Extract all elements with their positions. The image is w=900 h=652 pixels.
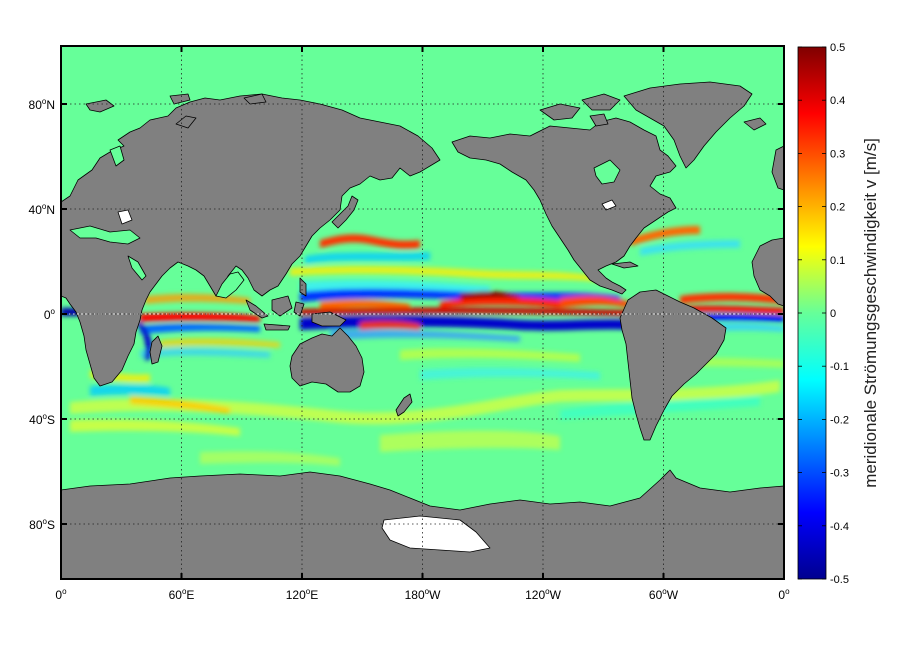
colorbar-tick-label: -0.2 <box>830 414 849 426</box>
land-novaya-zemlya <box>169 93 191 105</box>
colorbar-tick-label: -0.4 <box>830 521 849 533</box>
caspian-sea <box>117 209 133 225</box>
land-iceland <box>743 117 767 131</box>
x-tick-label: 180oW <box>405 587 441 602</box>
x-tick-label: 0o <box>778 587 790 602</box>
velocity-band <box>140 347 270 358</box>
velocity-band <box>360 320 420 330</box>
x-tick-label: 0o <box>55 587 67 602</box>
velocity-band <box>630 226 700 246</box>
velocity-band <box>330 329 520 342</box>
colorbar-tick-label: -0.1 <box>830 361 849 373</box>
colorbar-tick-label: 0.2 <box>830 202 845 214</box>
colorbar-tick-label: 0 <box>830 308 836 320</box>
land-cuba <box>611 261 639 269</box>
colorbar-tick-label: 0.4 <box>830 95 845 107</box>
land-canadian-archipelago <box>581 93 621 111</box>
arabian-gap <box>127 255 147 281</box>
velocity-band <box>90 384 170 396</box>
velocity-band <box>320 234 420 249</box>
x-axis: 0o 60oE 120oE 180oW 120oW 60oW 0o <box>55 46 790 602</box>
velocity-band <box>300 280 490 294</box>
land-philippines <box>299 277 307 297</box>
land-eurasia-africa <box>61 93 441 387</box>
land-new-zealand <box>395 393 413 417</box>
land-africa-east-edge <box>751 237 784 307</box>
land-canadian-archipelago <box>589 113 609 127</box>
land-canadian-archipelago <box>539 103 581 121</box>
velocity-field <box>61 226 784 466</box>
colorbar: 0.5 0.4 0.3 0.2 0.1 0 -0.1 -0.2 -0.3 -0.4 -0.5 mer… <box>797 42 880 586</box>
velocity-band <box>680 293 784 304</box>
velocity-band <box>380 430 560 452</box>
great-lakes <box>601 199 617 211</box>
velocity-band <box>136 322 152 360</box>
velocity-band <box>70 419 240 436</box>
land-south-america <box>619 289 727 441</box>
colorbar-tick-label: -0.3 <box>830 468 849 480</box>
velocity-band <box>140 312 260 322</box>
colorbar-tick-label: 0.5 <box>830 42 845 54</box>
y-tick-label: 0o <box>44 307 56 322</box>
y-tick-label: 40oS <box>29 412 55 427</box>
colorbar-ticks: 0.5 0.4 0.3 0.2 0.1 0 -0.1 -0.2 -0.3 -0.4 -0.5 <box>798 42 849 586</box>
land-new-guinea <box>311 311 347 327</box>
land-svalbard <box>85 99 115 113</box>
velocity-band <box>160 337 280 348</box>
land-arctic-island <box>175 115 197 129</box>
land-greenland <box>623 81 753 169</box>
colorbar-gradient <box>797 46 827 580</box>
colorbar-tick-label: 0.1 <box>830 255 845 267</box>
x-tick-label: 120oE <box>286 587 319 602</box>
land-arctic-island <box>243 93 267 105</box>
velocity-band <box>440 297 560 308</box>
land-north-america <box>451 117 677 295</box>
colorbar-tick-label: 0.3 <box>830 148 845 160</box>
land-borneo <box>271 295 293 317</box>
graticule <box>61 46 784 579</box>
mediterranean-sea <box>69 225 141 245</box>
velocity-band <box>70 380 780 425</box>
baltic-sea <box>109 145 125 167</box>
bay-of-bengal <box>215 271 245 299</box>
velocity-band <box>140 323 260 334</box>
x-tick-label: 60oW <box>649 587 679 602</box>
velocity-band <box>320 299 410 310</box>
land-australia <box>289 327 365 393</box>
x-tick-label: 60oE <box>169 587 195 602</box>
land-japan <box>331 195 359 229</box>
velocity-band <box>640 240 740 256</box>
land-europe-west <box>771 145 784 191</box>
land-java <box>263 323 291 331</box>
land-madagascar <box>149 335 163 365</box>
y-tick-label: 40oN <box>29 202 55 217</box>
velocity-band <box>200 451 340 466</box>
hudson-bay <box>593 159 621 185</box>
colorbar-title: meridionale Strömungsgeschwindigkeit v [… <box>861 138 880 488</box>
velocity-band <box>560 295 630 308</box>
velocity-band <box>305 252 430 264</box>
y-tick-label: 80oS <box>29 517 55 532</box>
velocity-band <box>290 265 600 282</box>
y-axis: 80oN 40oN 0o 40oS 80oS <box>29 97 784 532</box>
y-tick-label: 80oN <box>29 97 55 112</box>
velocity-band <box>400 348 580 362</box>
colorbar-tick-label: -0.5 <box>830 574 849 586</box>
velocity-band <box>130 396 230 414</box>
x-tick-label: 120oW <box>525 587 561 602</box>
ice-shelf-ross <box>381 515 491 553</box>
land-sulawesi <box>293 301 305 317</box>
velocity-band <box>420 367 600 380</box>
